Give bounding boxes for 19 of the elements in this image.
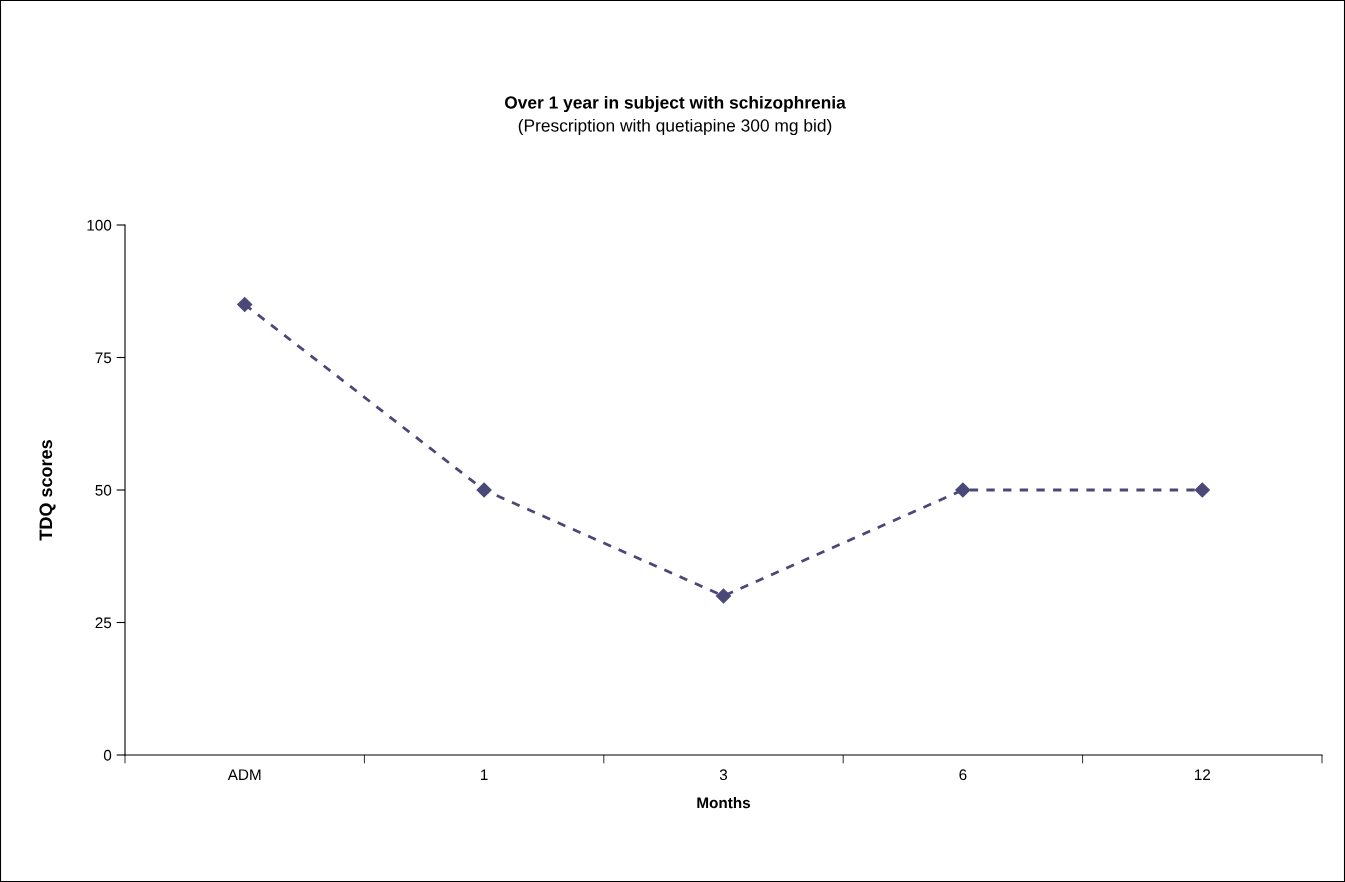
point [1194,482,1210,498]
point [476,482,492,498]
x-tick-label: ADM [227,769,261,780]
y-tick-label: 50 [95,484,112,496]
x-tick-label: 12 [1194,769,1211,780]
point [237,296,253,313]
x-tick-label: 3 [719,769,728,781]
y-tick-label: 0 [103,749,112,761]
x-axis-title: Months [697,797,751,809]
point [955,482,971,498]
y-tick-label: 25 [95,617,112,629]
x-tick-label: 6 [959,769,967,781]
y-axis-title: TDQ scores [39,440,56,541]
point [715,588,732,604]
y-tick-label: 75 [95,352,112,364]
x-tick-label: 1 [481,769,488,780]
chart-title: Over 1 year in subject with schizophrenia [504,95,846,113]
chart-subtitle: (Prescription with quetiapine 300 mg bid) [518,118,832,136]
y-tick-label: 100 [87,219,112,231]
